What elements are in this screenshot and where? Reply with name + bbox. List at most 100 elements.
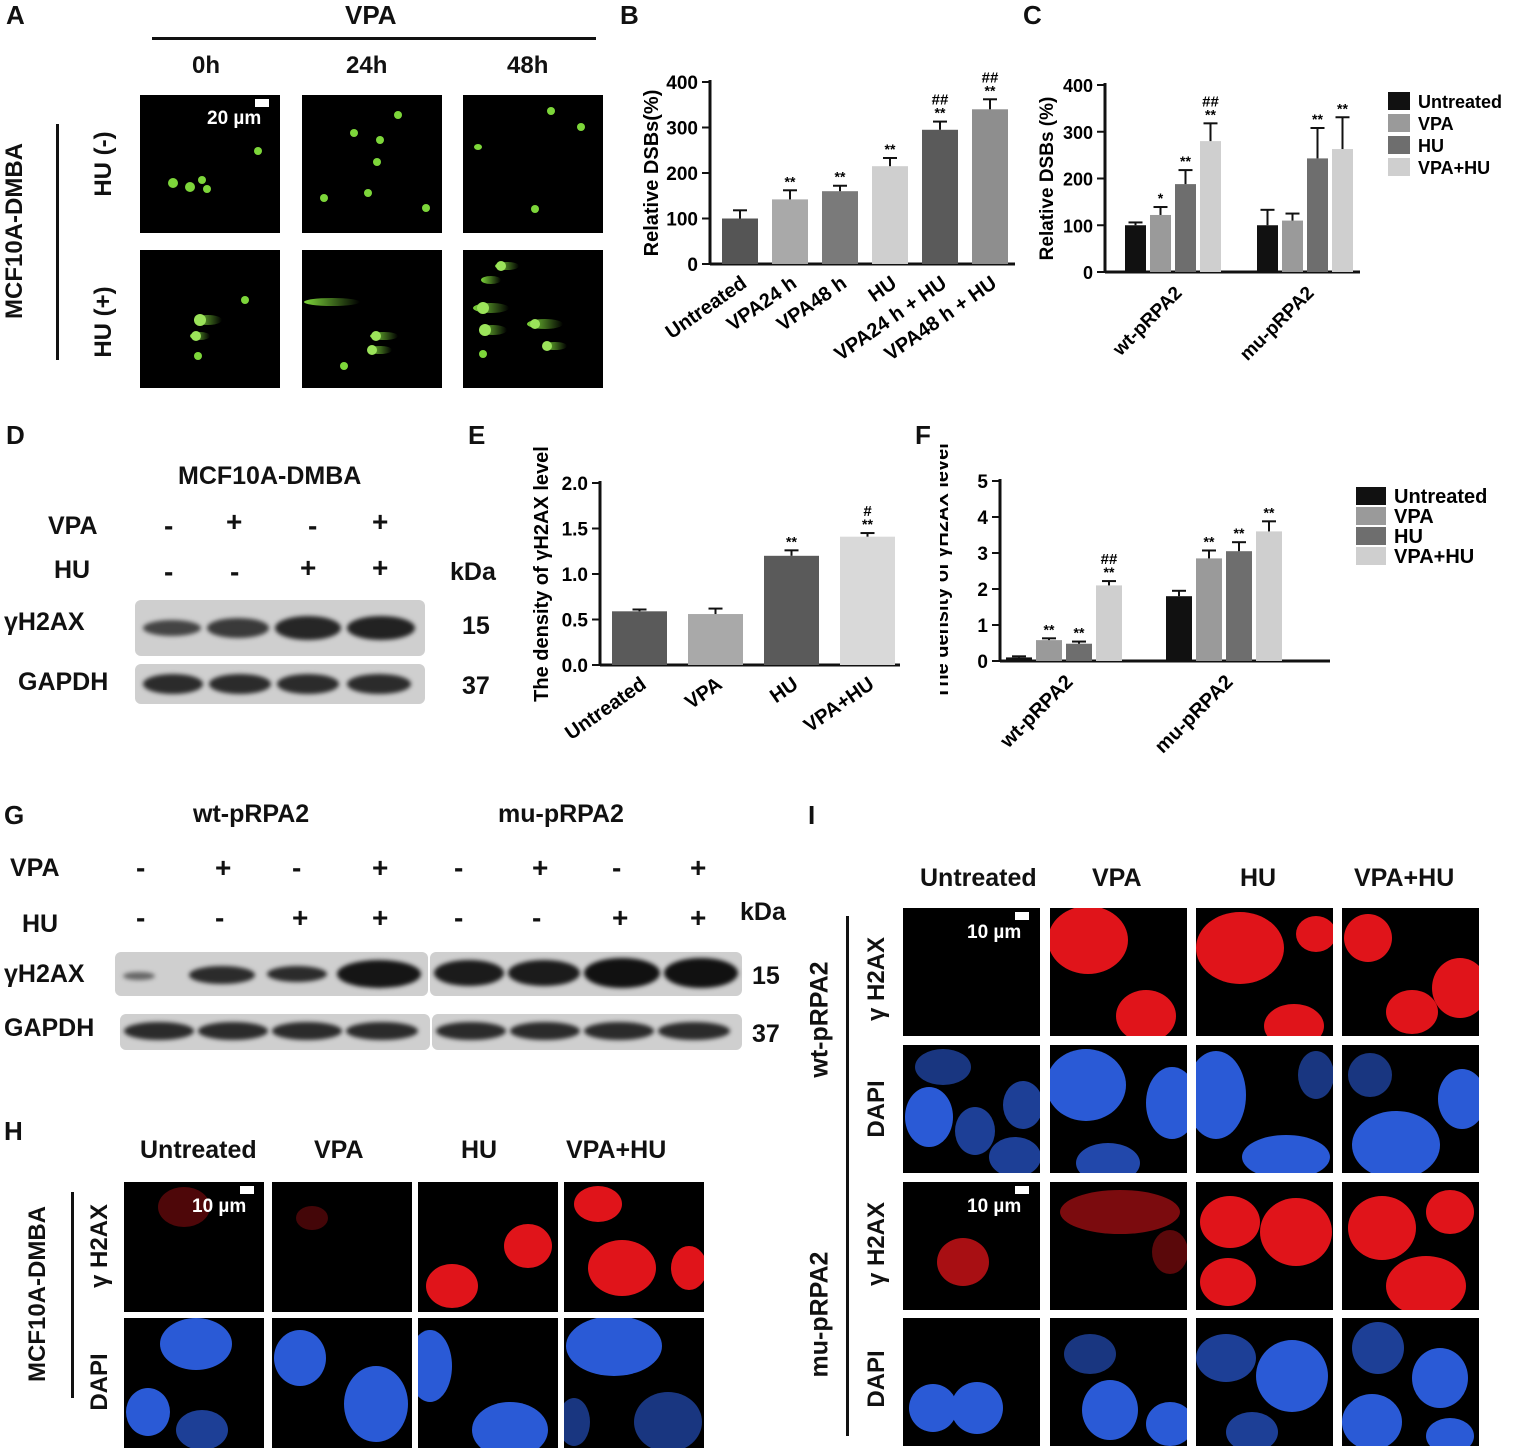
nucleus (564, 1398, 590, 1446)
panel-d-kda-15: 15 (462, 612, 490, 640)
panel-d-hu-sign-1: - (164, 556, 174, 587)
panel-letter-h: H (4, 1116, 23, 1146)
gh2ax-focus (1200, 1258, 1256, 1306)
nucleus (1064, 1334, 1116, 1374)
y-tick-label: 3 (977, 544, 988, 565)
nucleus (1438, 1069, 1479, 1129)
x-tick-label: wt-pRPA2 (1109, 283, 1187, 361)
panel-g-sign: + (292, 902, 309, 933)
gh2ax-cells (1348, 1190, 1474, 1310)
dapi-nuclei (1196, 1051, 1333, 1173)
y-tick-label: 1 (977, 616, 988, 637)
x-tick-label: mu-pRPA2 (1236, 283, 1319, 366)
nucleus (1426, 1418, 1474, 1446)
fluorescence-dapi-3-0 (903, 1318, 1040, 1446)
y-tick-label: 0.5 (562, 611, 589, 632)
bar (872, 166, 908, 264)
panel-h-group-line (71, 1192, 74, 1398)
dapi-nuclei (564, 1318, 702, 1448)
nucleus (1348, 1053, 1392, 1097)
panel-d-band-gh2ax-label: γH2AX (4, 608, 85, 636)
scale-bar (1015, 912, 1029, 920)
fluorescence-dapi-3-3 (1342, 1318, 1479, 1446)
legend-label: VPA+HU (1394, 546, 1474, 568)
panel-g-sign: - (454, 852, 464, 883)
bar (1196, 558, 1222, 661)
significance-label: ** (862, 516, 873, 532)
gh2ax-cells (1344, 914, 1479, 1034)
scale-bar (255, 99, 269, 107)
panel-g-sign: - (612, 852, 622, 883)
fluorescence-gh2ax-1 (272, 1182, 412, 1312)
fluorescence-dapi-1-2 (1196, 1045, 1333, 1173)
western-blot-gapdh-wt (120, 1014, 430, 1050)
gh2ax-focus (296, 1206, 328, 1230)
bar (1332, 149, 1353, 272)
gh2ax-focus (1200, 1196, 1260, 1248)
significance-label: ** (786, 533, 797, 549)
significance-label: ** (985, 82, 996, 98)
panel-i-row-dapi-wt: DAPI (863, 1080, 890, 1138)
scale-label: 10 µm (192, 1196, 247, 1217)
bar (1282, 220, 1303, 272)
band (347, 616, 415, 640)
x-tick-label: wt-pRPA2 (996, 671, 1078, 753)
y-tick-label: 5 (977, 472, 988, 493)
panel-d-title: MCF10A-DMBA (178, 462, 362, 490)
panel-g-row-vpa-label: VPA (10, 854, 60, 882)
x-tick-label: Untreated (561, 673, 650, 745)
panel-d-hu-sign-4: + (372, 552, 389, 583)
panel-i-col-hu: HU (1240, 864, 1277, 892)
panel-a-row-hu-plus: HU (+) (90, 286, 117, 358)
panel-a-group-line (56, 124, 59, 360)
y-tick-label: 200 (1063, 170, 1093, 190)
bar (1307, 158, 1328, 272)
legend-swatch (1388, 92, 1410, 110)
legend-label: Untreated (1418, 92, 1502, 112)
y-tick-label: 300 (666, 119, 698, 140)
panel-i-row-dapi-mu: DAPI (863, 1350, 890, 1408)
panel-g-sign: + (372, 902, 389, 933)
dapi-nuclei (905, 1049, 1040, 1173)
panel-letter-g: G (4, 800, 25, 830)
x-tick-label: VPA+HU (800, 673, 878, 737)
fluorescence-gh2ax-3 (564, 1182, 704, 1312)
panel-g-kda-label: kDa (740, 898, 786, 926)
panel-g-group-wt: wt-pRPA2 (193, 800, 310, 828)
y-tick-label: 2.0 (562, 474, 588, 495)
band (124, 1022, 194, 1040)
panel-g-band-gapdh-label: GAPDH (4, 1014, 95, 1042)
legend-swatch (1356, 487, 1386, 505)
nucleus (1352, 1322, 1404, 1374)
panel-g-sign: + (372, 852, 389, 883)
chart-e: 0.0 0.5 1.0 1.5 2.0 The density of γH2AX leve… (531, 446, 900, 745)
significance-label: ** (1104, 564, 1115, 580)
bar (1226, 551, 1252, 661)
nucleus (1146, 1402, 1187, 1446)
gh2ax-focus (1348, 1196, 1416, 1260)
comet-cells (320, 111, 430, 212)
gh2ax-focus (1060, 1190, 1180, 1234)
nucleus (915, 1049, 971, 1085)
gh2ax-cells (426, 1224, 552, 1308)
gh2ax-focus (426, 1264, 478, 1308)
panel-g-group-mu: mu-pRPA2 (498, 800, 624, 828)
nucleus (160, 1318, 232, 1370)
band (267, 966, 327, 982)
western-blot-gapdh (135, 664, 425, 704)
legend-label: Untreated (1394, 486, 1487, 508)
fluorescence-dapi-3-1 (1050, 1318, 1187, 1446)
western-blot-gh2ax-wt (115, 952, 428, 996)
gh2ax-cells (937, 1238, 989, 1286)
comet-cells (168, 147, 262, 193)
band (664, 958, 738, 988)
fluorescence-dapi-1 (272, 1318, 412, 1448)
comet-image-0h-hu-plus (140, 250, 280, 388)
gh2ax-cells (296, 1206, 328, 1230)
panel-g-sign: - (532, 902, 542, 933)
significance-label: ** (1044, 621, 1055, 637)
bar (1006, 657, 1032, 661)
nucleus (905, 1087, 953, 1147)
